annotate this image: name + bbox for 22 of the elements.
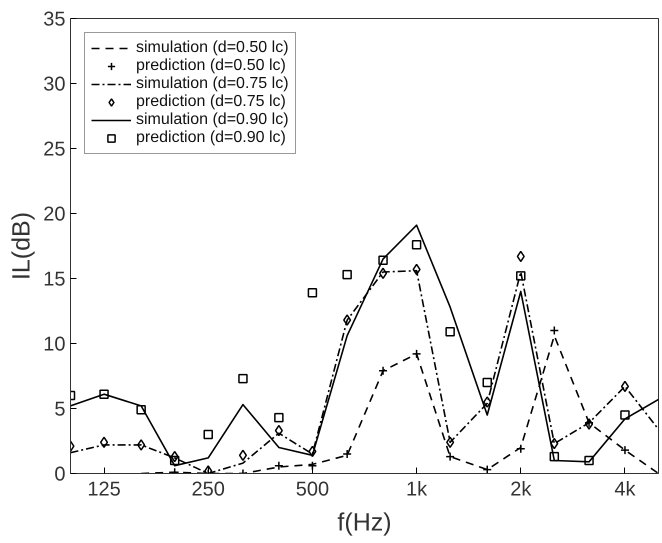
x-tick-label: 500 xyxy=(296,478,330,500)
y-tick-label: 35 xyxy=(43,8,66,30)
legend-label: prediction (d=0.90 lc) xyxy=(136,129,286,147)
legend-label: simulation (d=0.75 lc) xyxy=(136,75,289,93)
x-tick-label: 1k xyxy=(406,478,428,500)
legend-label: simulation (d=0.90 lc) xyxy=(136,111,289,129)
x-tick-label: 2k xyxy=(510,478,532,500)
legend-label: prediction (d=0.75 lc) xyxy=(136,93,286,111)
legend-label: simulation (d=0.50 lc) xyxy=(136,39,289,57)
y-tick-label: 10 xyxy=(43,334,66,356)
y-tick-label: 20 xyxy=(43,204,66,226)
y-tick-label: 25 xyxy=(43,138,66,160)
y-tick-label: 15 xyxy=(43,268,66,290)
x-tick-label: 125 xyxy=(87,478,121,500)
x-axis-title: f(Hz) xyxy=(337,508,392,536)
y-tick-label: 0 xyxy=(54,464,66,486)
y-axis-title: IL(dB) xyxy=(7,212,36,280)
y-tick-label: 30 xyxy=(43,74,66,96)
legend-label: prediction (d=0.50 lc) xyxy=(136,57,286,75)
y-tick-label: 5 xyxy=(54,398,66,420)
x-tick-label: 250 xyxy=(192,478,225,500)
x-tick-label: 4k xyxy=(614,478,637,500)
